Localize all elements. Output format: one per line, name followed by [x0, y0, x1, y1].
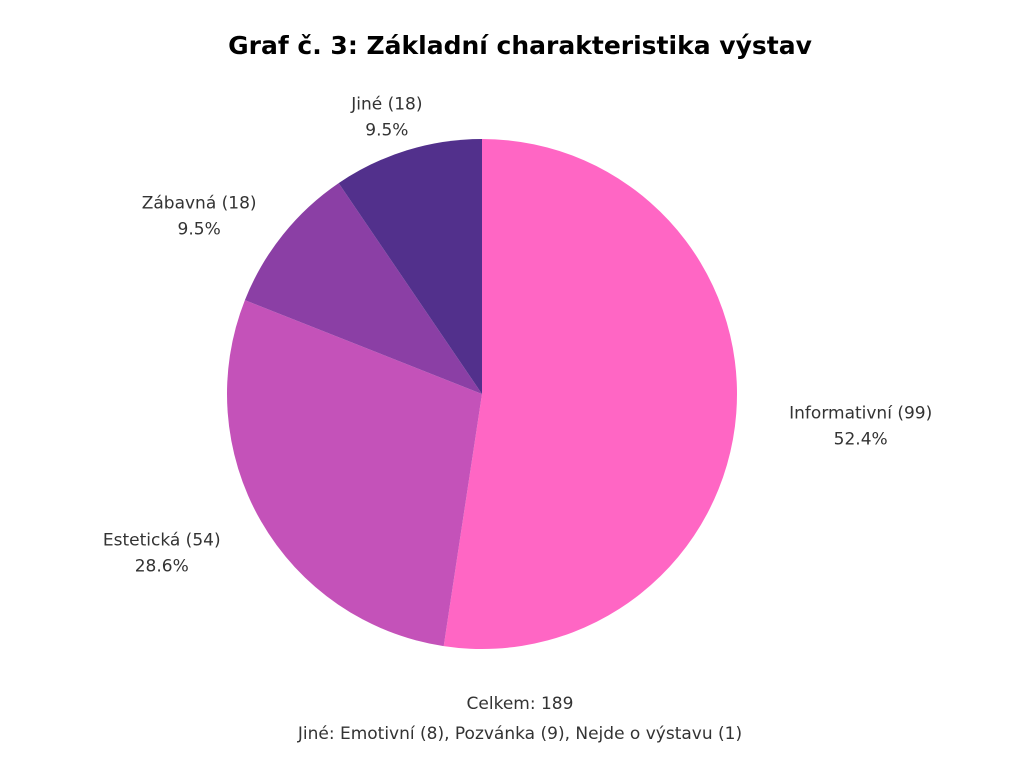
pie-slice: [226, 300, 482, 647]
slice-label: Informativní (99): [789, 404, 932, 424]
slice-label: Jiné (18): [350, 94, 422, 114]
pie-slice: [338, 139, 482, 394]
slice-value-label: 52.4%: [834, 430, 888, 450]
annotation: Celkem: 189: [467, 694, 574, 714]
slice-label: Estetická (54): [103, 530, 221, 550]
chart-title: Graf č. 3: Základní charakteristika výst…: [228, 31, 812, 60]
slice-value-label: 9.5%: [365, 120, 408, 140]
slice-label: Zábavná (18): [142, 193, 257, 213]
annotation: Jiné: Emotivní (8), Pozvánka (9), Nejde …: [297, 724, 742, 744]
pie-slice: [443, 139, 737, 649]
slice-value-label: 28.6%: [135, 556, 189, 576]
slice-value-label: 9.5%: [178, 219, 221, 239]
pie-slice: [244, 183, 482, 394]
